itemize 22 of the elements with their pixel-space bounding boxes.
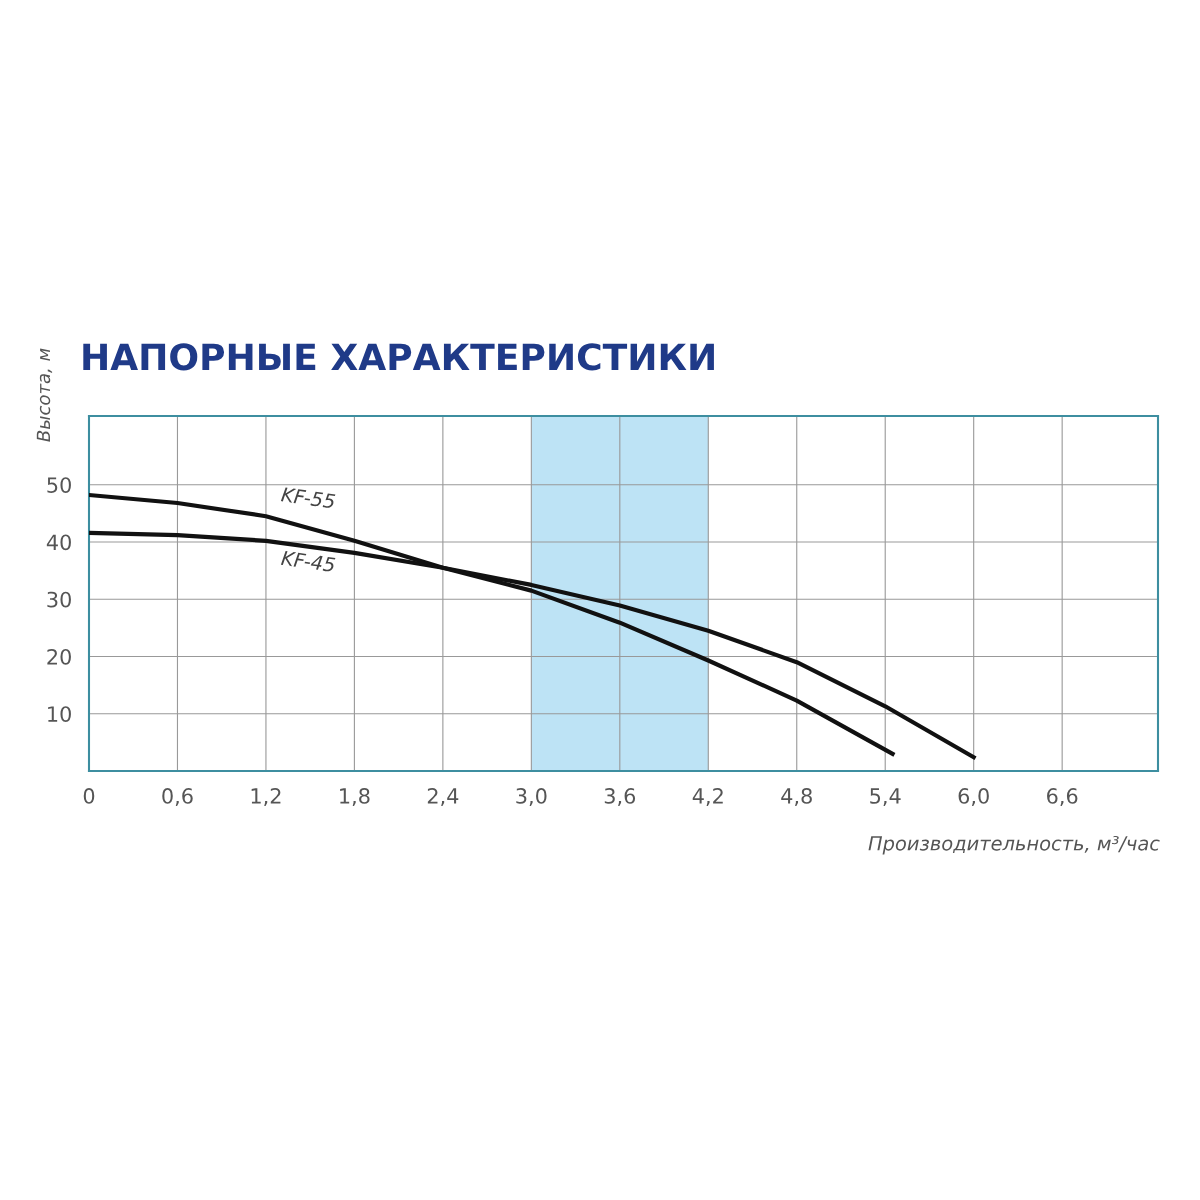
- x-axis-title: Производительность, м³/час: [868, 835, 1160, 855]
- y-tick-label: 50: [47, 477, 71, 493]
- x-tick-label: 6,0: [958, 788, 989, 806]
- x-tick-label: 4,2: [692, 788, 723, 806]
- x-tick-label: 1,8: [340, 788, 370, 806]
- x-tick-label: 4,8: [781, 788, 812, 806]
- y-tick-label: 30: [47, 591, 71, 608]
- text: KF-55: [280, 487, 336, 509]
- y-tick-label: 40: [46, 534, 71, 551]
- x-tick-label: 3,6: [604, 788, 636, 806]
- x-tick-label: 0,6: [162, 788, 193, 806]
- x-tick-label: 3,0: [516, 788, 547, 806]
- x-tick-label: 5,4: [870, 788, 901, 806]
- y-tick-label: 10: [48, 706, 71, 722]
- x-tick-label: 0: [83, 788, 95, 804]
- y-axis-title: Высота, м: [36, 348, 53, 442]
- x-tick-label: 2,4: [427, 788, 459, 806]
- chart-title: НАПОРНЫЕ ХАРАКТЕРИСТИКИ: [83, 343, 714, 371]
- x-tick-label: 6,6: [1047, 788, 1078, 806]
- x-tick-label: 1,2: [251, 788, 281, 806]
- y-tick-label: 20: [47, 648, 71, 665]
- text: KF-45: [280, 550, 336, 573]
